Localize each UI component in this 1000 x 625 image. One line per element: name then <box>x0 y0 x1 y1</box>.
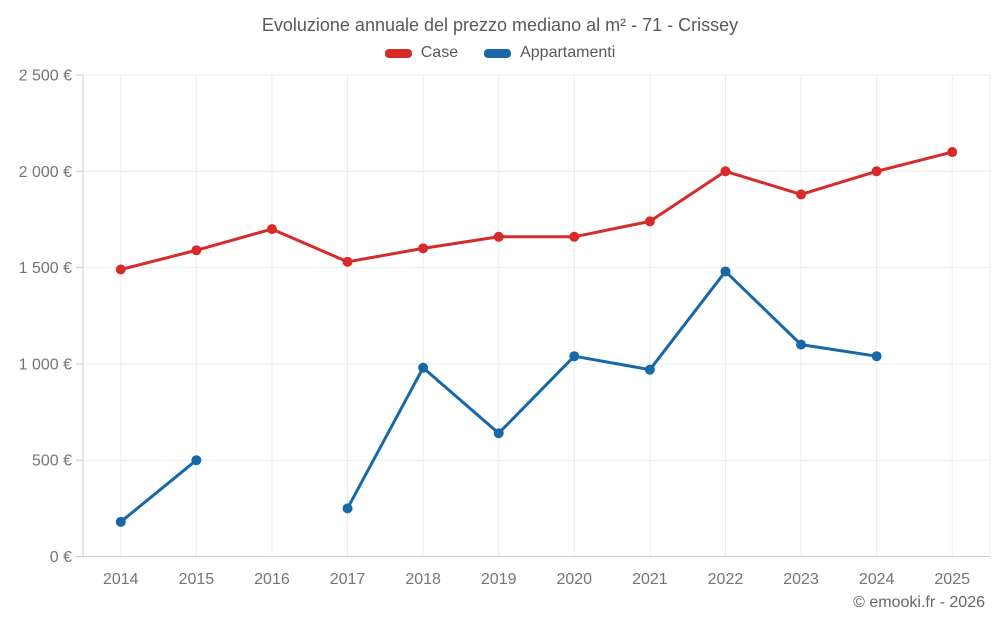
data-point-case-2024[interactable] <box>871 166 882 177</box>
y-axis-tick-label: 0 € <box>50 549 72 566</box>
series-line-case <box>119 150 954 272</box>
y-axis-tick-label: 1 000 € <box>19 356 72 373</box>
legend-label-appartamenti: Appartamenti <box>520 44 616 61</box>
data-point-case-2021[interactable] <box>644 216 655 227</box>
x-axis-tick-label: 2016 <box>254 571 290 588</box>
x-axis-tick-label: 2023 <box>783 571 819 588</box>
x-axis-tick-label: 2017 <box>330 571 366 588</box>
series-line-appartamenti <box>119 458 198 524</box>
copyright-footer: © emooki.fr - 2026 <box>853 594 985 611</box>
data-point-case-2019[interactable] <box>493 231 504 242</box>
data-point-case-2017[interactable] <box>342 256 353 267</box>
data-point-appartamenti-2015[interactable] <box>191 455 202 466</box>
legend-item-case[interactable]: Case <box>384 44 459 62</box>
appartamenti-series-swatch <box>484 48 512 58</box>
data-point-case-2015[interactable] <box>191 245 202 256</box>
x-axis-tick-label: 2021 <box>632 571 668 588</box>
x-axis-tick-label: 2014 <box>103 571 139 588</box>
y-axis-tick-label: 1 500 € <box>19 260 72 277</box>
chart-legend: Case Appartamenti <box>0 44 1000 62</box>
x-axis-tick-label: 2025 <box>934 571 970 588</box>
x-axis-tick-label: 2018 <box>405 571 441 588</box>
data-point-case-2025[interactable] <box>947 147 958 158</box>
x-axis-tick-label: 2019 <box>481 571 517 588</box>
x-axis-tick-label: 2024 <box>859 571 895 588</box>
legend-label-case: Case <box>420 44 459 61</box>
data-point-appartamenti-2017[interactable] <box>342 503 353 514</box>
x-axis-tick-label: 2022 <box>708 571 744 588</box>
y-axis-tick-label: 500 € <box>32 453 72 470</box>
case-series-swatch <box>384 48 412 58</box>
data-point-appartamenti-2022[interactable] <box>720 266 731 277</box>
y-axis-tick-label: 2 500 € <box>19 68 72 85</box>
data-point-appartamenti-2019[interactable] <box>493 428 504 439</box>
data-point-appartamenti-2024[interactable] <box>871 351 882 362</box>
chart-title: Evoluzione annuale del prezzo mediano al… <box>261 15 739 35</box>
x-axis-tick-label: 2015 <box>179 571 215 588</box>
data-point-appartamenti-2014[interactable] <box>115 516 126 527</box>
data-point-case-2022[interactable] <box>720 166 731 177</box>
y-axis-tick-label: 2 000 € <box>19 164 72 181</box>
series-line-appartamenti <box>346 269 879 510</box>
legend-item-appartamenti[interactable]: Appartamenti <box>484 44 615 62</box>
data-point-case-2016[interactable] <box>266 224 277 235</box>
data-point-case-2014[interactable] <box>115 264 126 275</box>
data-point-appartamenti-2020[interactable] <box>569 351 580 362</box>
data-point-case-2018[interactable] <box>418 243 429 254</box>
data-point-appartamenti-2021[interactable] <box>644 364 655 375</box>
data-point-appartamenti-2023[interactable] <box>796 339 807 350</box>
data-point-case-2023[interactable] <box>796 189 807 200</box>
x-axis-tick-label: 2020 <box>556 571 592 588</box>
data-point-appartamenti-2018[interactable] <box>418 362 429 373</box>
data-point-case-2020[interactable] <box>569 231 580 242</box>
